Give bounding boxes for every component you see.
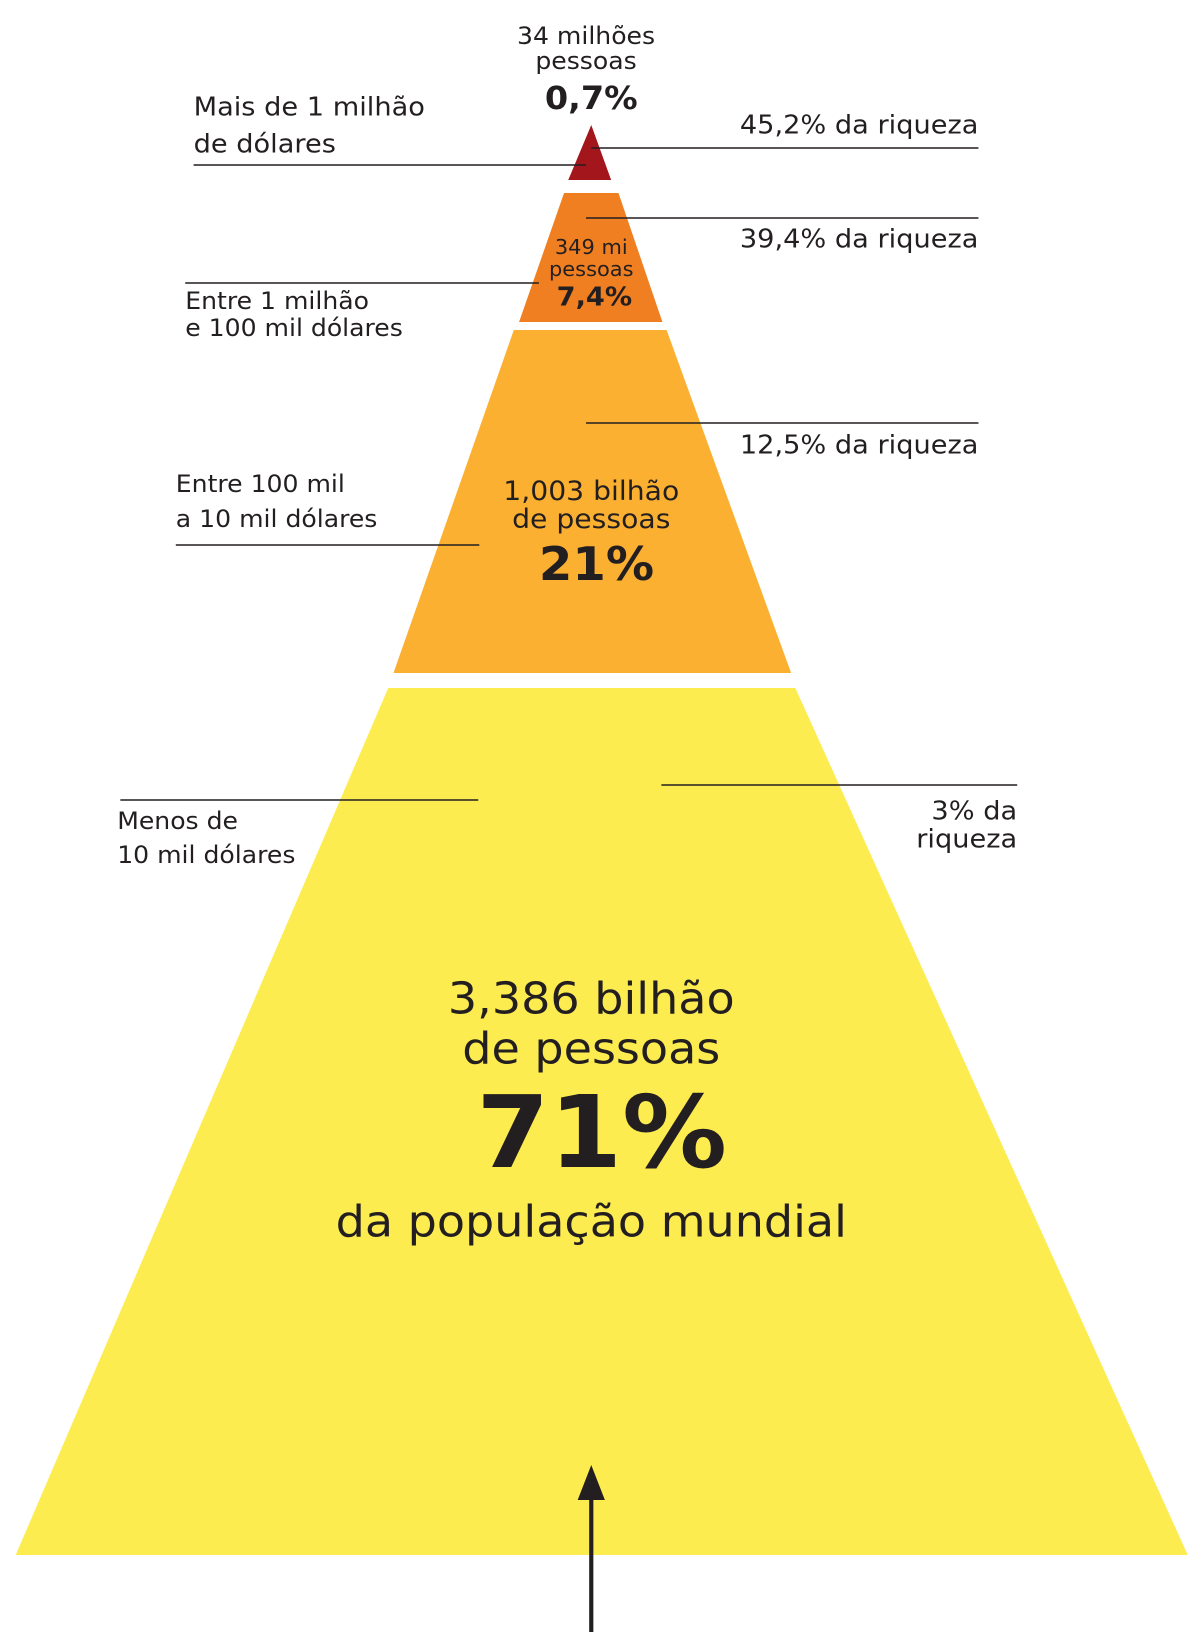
tier-2 <box>519 193 663 322</box>
population-label: 1,003 bilhão <box>503 474 679 506</box>
tier-3 <box>393 330 792 673</box>
population-label: pessoas <box>549 257 634 280</box>
population-label: 3,386 bilhão <box>448 973 735 1025</box>
range-label: Entre 100 mil <box>176 469 345 497</box>
wealth-label: 45,2% da riqueza <box>740 110 979 140</box>
population-label: de pessoas <box>462 1023 720 1075</box>
arrow-head <box>577 1465 605 1500</box>
wealth-label: 3% da <box>931 796 1017 826</box>
footnote-label: da população mundial <box>336 1196 847 1248</box>
range-label: Mais de 1 milhão <box>194 92 425 122</box>
range-label: Menos de <box>117 806 238 834</box>
tier-1 <box>568 125 612 180</box>
share-label: 7,4% <box>557 282 632 312</box>
tier-4 <box>15 688 1188 1555</box>
wealth-label: 39,4% da riqueza <box>740 224 979 254</box>
share-label: 21% <box>539 538 654 592</box>
range-label: de dólares <box>194 129 336 159</box>
population-label: 34 milhões <box>517 21 655 49</box>
range-label: e 100 mil dólares <box>185 313 403 341</box>
share-label: 0,7% <box>545 79 638 116</box>
wealth-label: 12,5% da riqueza <box>740 430 979 460</box>
wealth-label: riqueza <box>916 824 1017 854</box>
population-label: pessoas <box>535 46 636 74</box>
range-label: 10 mil dólares <box>117 840 295 868</box>
population-label: 349 mi <box>555 235 628 258</box>
population-label: de pessoas <box>512 502 670 534</box>
share-label: 71% <box>476 1075 726 1191</box>
range-label: a 10 mil dólares <box>176 504 378 532</box>
range-label: Entre 1 milhão <box>185 286 369 314</box>
